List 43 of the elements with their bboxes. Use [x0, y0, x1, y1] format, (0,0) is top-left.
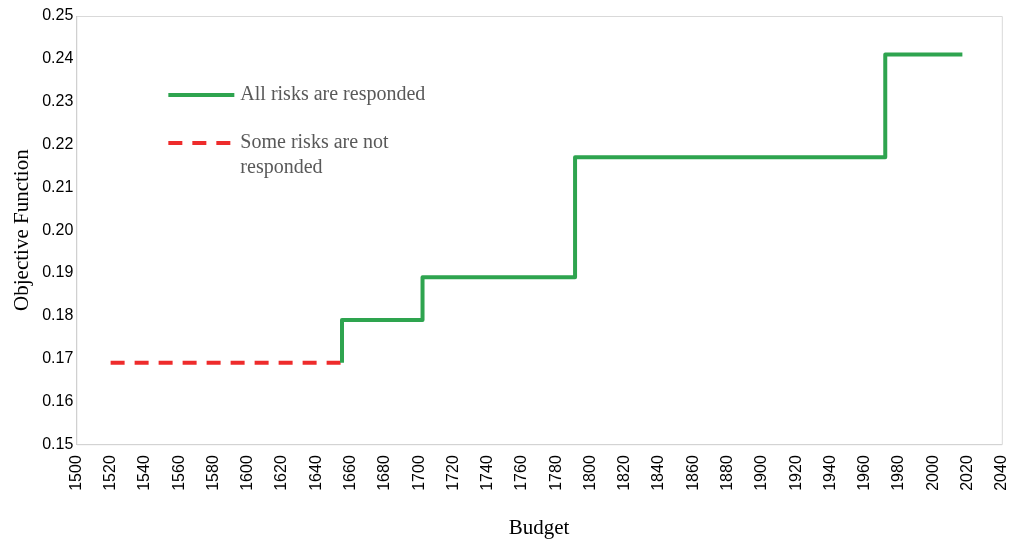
x-tick-label: 1740 — [478, 455, 496, 491]
y-tick-label: 0.25 — [42, 6, 74, 24]
x-tick-label: 1620 — [272, 455, 290, 491]
x-tick-label: 1640 — [306, 455, 324, 491]
x-tick-label: 2020 — [957, 455, 975, 491]
y-tick-label: 0.15 — [42, 434, 74, 452]
x-tick-label: 1920 — [786, 455, 804, 491]
x-tick-label: 1580 — [203, 455, 221, 491]
legend-label: All risks are responded — [240, 82, 426, 106]
x-tick-label: 1880 — [718, 455, 735, 491]
x-tick-label: 1720 — [443, 455, 461, 491]
x-tick-label: 1560 — [169, 455, 187, 491]
y-axis-title: Objective Function — [9, 148, 34, 311]
x-tick-label: 1760 — [512, 455, 530, 491]
y-tick-label: 0.23 — [42, 92, 74, 110]
y-tick-label: 0.22 — [42, 134, 74, 152]
x-tick-label: 1980 — [889, 455, 907, 491]
x-tick-label: 1820 — [615, 455, 633, 491]
x-axis-title: Budget — [508, 514, 570, 539]
x-tick-label: 1780 — [546, 455, 564, 491]
x-tick-label: 1700 — [409, 455, 427, 491]
x-tick-label: 1800 — [580, 455, 598, 491]
y-tick-label: 0.24 — [42, 49, 74, 67]
x-tick-label: 1500 — [66, 455, 84, 491]
x-tick-label: 1660 — [340, 455, 358, 491]
x-tick-label: 1520 — [101, 455, 119, 491]
y-tick-label: 0.18 — [42, 306, 74, 324]
x-tick-label: 1840 — [649, 455, 667, 491]
x-tick-label: 1860 — [683, 455, 701, 491]
y-tick-label: 0.16 — [42, 391, 74, 409]
x-tick-label: 1600 — [238, 455, 256, 491]
x-tick-label: 2000 — [923, 455, 941, 491]
x-tick-label: 1540 — [135, 455, 153, 491]
x-tick-label: 1900 — [752, 455, 770, 491]
x-tick-label: 1680 — [375, 455, 393, 491]
y-tick-label: 0.20 — [42, 220, 74, 238]
y-tick-label: 0.19 — [42, 263, 74, 281]
x-tick-label: 2040 — [992, 455, 1010, 491]
x-tick-label: 1960 — [855, 455, 873, 491]
y-tick-label: 0.21 — [42, 177, 74, 195]
legend-label: Some risks are not responded — [240, 130, 390, 179]
y-tick-label: 0.17 — [42, 348, 74, 366]
x-tick-label: 1940 — [820, 455, 838, 491]
